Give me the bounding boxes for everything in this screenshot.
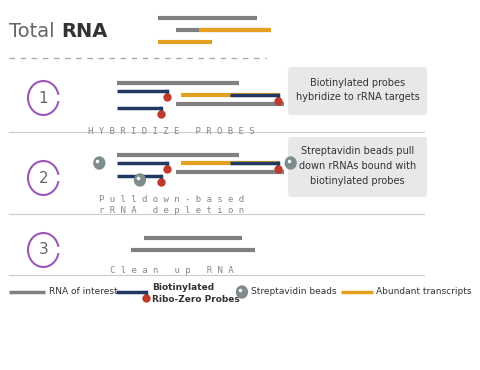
FancyBboxPatch shape [288,137,427,197]
Text: Streptavidin beads pull
down rRNAs bound with
biotinylated probes: Streptavidin beads pull down rRNAs bound… [299,146,416,186]
Circle shape [134,174,145,186]
Text: C l e a n   u p   R N A: C l e a n u p R N A [110,266,233,275]
Circle shape [285,157,296,169]
Text: H Y B R I D I Z E   P R O B E S: H Y B R I D I Z E P R O B E S [88,127,255,136]
Text: Ribo-Zero Probes: Ribo-Zero Probes [152,295,240,303]
Circle shape [237,286,247,298]
Text: 3: 3 [38,242,48,258]
Text: Streptavidin beads: Streptavidin beads [251,287,336,296]
Text: r R N A   d e p l e t i o n: r R N A d e p l e t i o n [99,206,244,215]
Text: Abundant transcripts: Abundant transcripts [376,287,472,296]
Circle shape [94,157,105,169]
Text: Biotinylated probes
hybridize to rRNA targets: Biotinylated probes hybridize to rRNA ta… [296,78,420,102]
Text: 1: 1 [38,91,48,105]
Text: Total: Total [9,22,61,41]
Text: Biotinylated: Biotinylated [152,283,214,293]
Text: 2: 2 [38,171,48,185]
FancyBboxPatch shape [288,67,427,115]
Text: RNA of interest: RNA of interest [49,287,118,296]
Text: P u l l d o w n - b a s e d: P u l l d o w n - b a s e d [99,195,244,204]
Text: RNA: RNA [61,22,108,41]
